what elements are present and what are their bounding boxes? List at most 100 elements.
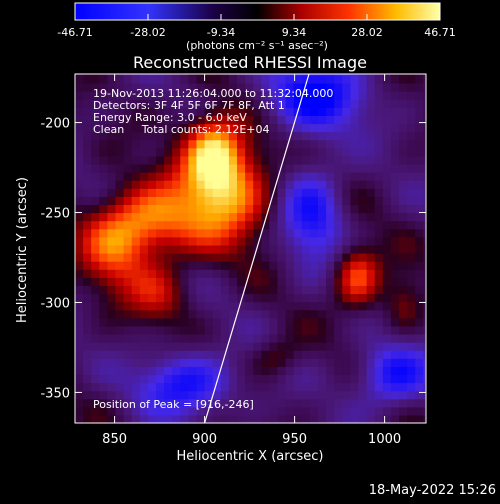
heatmap-cell bbox=[399, 277, 408, 286]
heatmap-cell bbox=[366, 147, 376, 157]
heatmap-cell bbox=[75, 414, 84, 423]
heatmap-cell bbox=[269, 398, 279, 408]
heatmap-cell bbox=[131, 123, 141, 133]
heatmap-cell bbox=[237, 333, 246, 343]
heatmap-cell bbox=[350, 220, 360, 230]
heatmap-cell bbox=[366, 131, 376, 141]
heatmap-cell bbox=[334, 236, 343, 246]
heatmap-cell bbox=[293, 350, 303, 359]
heatmap-cell bbox=[390, 204, 400, 214]
heatmap-cell bbox=[399, 285, 408, 295]
heatmap-cell bbox=[196, 293, 206, 303]
heatmap-cell bbox=[212, 74, 222, 84]
heatmap-cell bbox=[139, 285, 149, 295]
heatmap-cell bbox=[75, 115, 84, 125]
heatmap-cell bbox=[309, 147, 319, 157]
heatmap-cell bbox=[139, 163, 149, 173]
heatmap-cell bbox=[309, 301, 319, 311]
heatmap-cell bbox=[212, 91, 222, 100]
heatmap-cell bbox=[293, 253, 303, 262]
heatmap-cell bbox=[245, 244, 254, 254]
heatmap-cell bbox=[99, 374, 108, 384]
heatmap-cell bbox=[407, 236, 416, 246]
heatmap-cell bbox=[301, 366, 311, 376]
heatmap-cell bbox=[237, 414, 246, 423]
heatmap-cell bbox=[318, 406, 327, 416]
heatmap-cell bbox=[253, 163, 262, 173]
heatmap-cell bbox=[131, 212, 141, 222]
heatmap-cell bbox=[277, 277, 287, 286]
heatmap-cell bbox=[374, 220, 384, 230]
heatmap-cell bbox=[326, 333, 335, 343]
y-tick-label: -350 bbox=[40, 386, 70, 401]
heatmap-cell bbox=[107, 406, 117, 416]
heatmap-cell bbox=[326, 131, 335, 141]
heatmap-cell bbox=[423, 414, 426, 423]
heatmap-cell bbox=[285, 309, 295, 319]
heatmap-cell bbox=[147, 172, 157, 181]
heatmap-cell bbox=[399, 414, 408, 423]
heatmap-cell bbox=[253, 269, 262, 278]
heatmap-cell bbox=[131, 82, 141, 92]
heatmap-cell bbox=[107, 74, 117, 76]
heatmap-cell bbox=[131, 285, 141, 295]
heatmap-cell bbox=[245, 301, 254, 311]
heatmap-cell bbox=[366, 163, 376, 173]
heatmap-cell bbox=[342, 188, 351, 197]
heatmap-cell bbox=[374, 358, 384, 367]
heatmap-cell bbox=[366, 212, 376, 222]
heatmap-cell bbox=[180, 74, 189, 76]
heatmap-cell bbox=[301, 163, 311, 173]
heatmap-cell bbox=[285, 107, 295, 116]
heatmap-cell bbox=[164, 188, 173, 197]
heatmap-cell bbox=[423, 253, 426, 262]
heatmap-cell bbox=[382, 180, 392, 189]
heatmap-cell bbox=[220, 91, 230, 100]
heatmap-cell bbox=[156, 406, 165, 416]
heatmap-cell bbox=[415, 253, 424, 262]
heatmap-cell bbox=[228, 172, 238, 181]
heatmap-cell bbox=[196, 374, 206, 384]
heatmap-cell bbox=[293, 333, 303, 343]
heatmap-cell bbox=[309, 261, 319, 270]
heatmap-cell bbox=[91, 228, 100, 238]
heatmap-cell bbox=[180, 107, 189, 116]
heatmap-cell bbox=[374, 155, 384, 165]
heatmap-cell bbox=[99, 74, 108, 76]
heatmap-cell bbox=[139, 180, 149, 189]
heatmap-cell bbox=[115, 147, 125, 157]
heatmap-cell bbox=[269, 139, 279, 149]
heatmap-cell bbox=[253, 74, 262, 76]
heatmap-cell bbox=[382, 99, 392, 108]
heatmap-cell bbox=[415, 244, 424, 254]
heatmap-cell bbox=[269, 366, 279, 376]
heatmap-cell bbox=[269, 155, 279, 165]
heatmap-cell bbox=[318, 285, 327, 295]
heatmap-cell bbox=[366, 82, 376, 92]
heatmap-cell bbox=[212, 366, 222, 376]
heatmap-cell bbox=[164, 301, 173, 311]
heatmap-cell bbox=[334, 180, 343, 189]
heatmap-cell bbox=[99, 333, 108, 343]
heatmap-cell bbox=[83, 82, 92, 92]
heatmap-cell bbox=[269, 220, 279, 230]
heatmap-cell bbox=[196, 155, 206, 165]
heatmap-cell bbox=[350, 398, 360, 408]
heatmap-cell bbox=[374, 390, 384, 400]
heatmap-cell bbox=[228, 74, 238, 76]
heatmap-cell bbox=[164, 269, 173, 278]
heatmap-cell bbox=[115, 107, 125, 116]
heatmap-cell bbox=[172, 333, 181, 343]
heatmap-cell bbox=[318, 325, 327, 335]
heatmap-cell bbox=[358, 309, 368, 319]
heatmap-cell bbox=[399, 244, 408, 254]
heatmap-cell bbox=[172, 196, 181, 206]
heatmap-cell bbox=[147, 301, 157, 311]
heatmap-cell bbox=[326, 309, 335, 319]
heatmap-cell bbox=[180, 261, 189, 270]
heatmap-cell bbox=[309, 91, 319, 100]
heatmap-cell bbox=[204, 107, 214, 116]
plot-frame bbox=[74, 73, 427, 424]
heatmap-cell bbox=[309, 244, 319, 254]
heatmap-cell bbox=[253, 358, 262, 367]
